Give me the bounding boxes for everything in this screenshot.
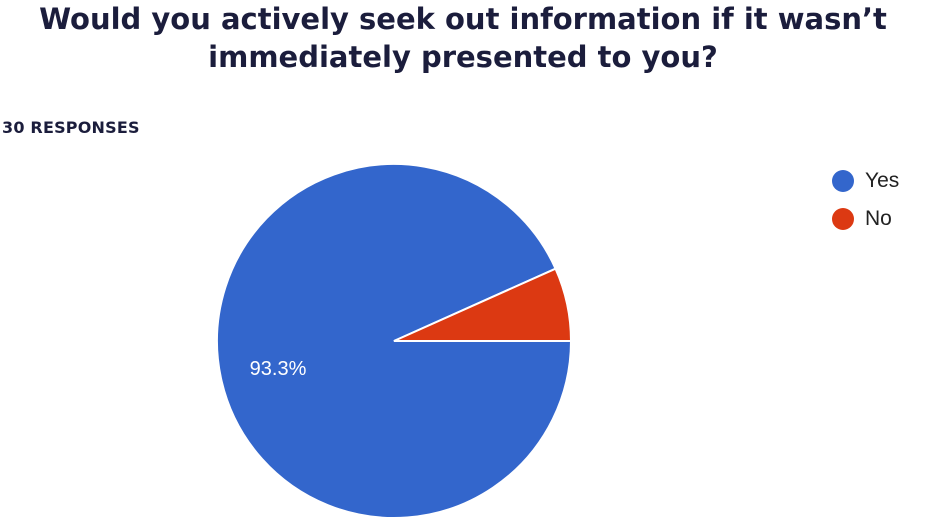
data-label-yes: 93.3% <box>250 358 307 380</box>
legend-label-no: No <box>865 207 892 230</box>
legend-item-yes: Yes <box>832 162 899 200</box>
chart-title-line-1: Would you actively seek out information … <box>39 2 887 36</box>
legend-swatch-no <box>832 208 854 230</box>
chart-title-line-2: immediately presented to you? <box>208 40 718 74</box>
responses-count: 30 RESPONSES <box>2 118 140 137</box>
pie-slice-no <box>393 267 573 342</box>
legend-swatch-yes <box>832 170 854 192</box>
legend-label-yes: Yes <box>865 169 900 192</box>
chart-title: Would you actively seek out information … <box>0 0 926 76</box>
chart-legend: Yes No <box>832 162 899 238</box>
legend-item-no: No <box>832 200 899 238</box>
